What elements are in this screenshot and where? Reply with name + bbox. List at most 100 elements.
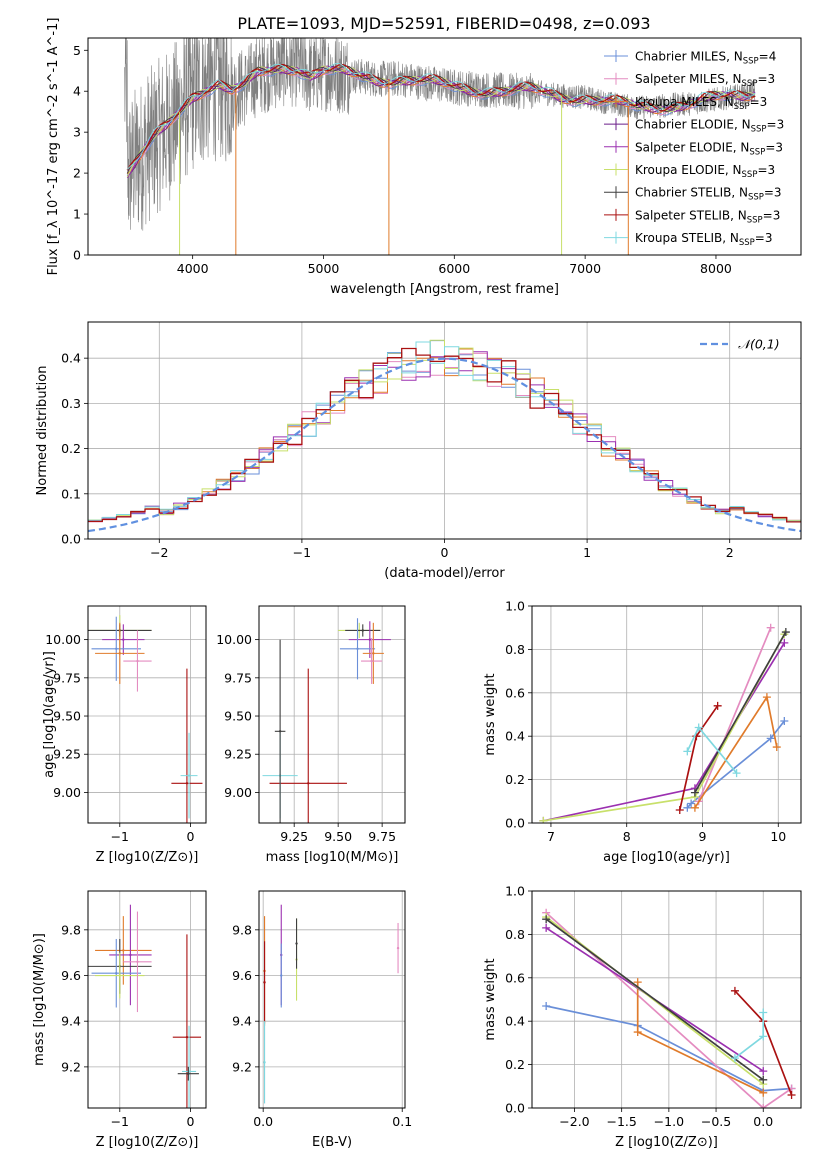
y-tick-label: 9.8 — [232, 922, 252, 937]
legend-label-sub: SSP — [751, 125, 767, 135]
data-point — [185, 782, 189, 785]
panel-age-vs-mass: 9.25 9.50 9.75 9.00 9.25 9.50 9.75 10.00 mass [l… — [216, 605, 406, 865]
data-point — [368, 638, 372, 641]
x-tick-label: −1 — [111, 1114, 129, 1129]
legend-label: Salpeter MILES, NSSP=3 — [635, 72, 775, 89]
x-axis-label: Z [log10(Z/Z⊙)] — [615, 1135, 718, 1150]
legend-label-sub: SSP — [742, 79, 758, 89]
x-tick-label: −2 — [150, 545, 168, 560]
x-tick-label: 1 — [583, 545, 591, 560]
series-marker — [542, 915, 551, 924]
series-marker — [690, 803, 699, 812]
data-point — [122, 638, 125, 641]
x-tick-label: −2.0 — [559, 1114, 589, 1129]
y-axis-label: mass weight — [483, 958, 498, 1040]
series-marker — [542, 1002, 551, 1011]
y-tick-label: 9.2 — [232, 1059, 252, 1074]
x-tick-label: 5000 — [308, 261, 340, 276]
x-axis-label: wavelength [Angstrom, rest frame] — [330, 282, 559, 297]
legend-label-sub: SSP — [749, 147, 765, 157]
y-axis-label: Flux [f_λ 10^-17 erg cm^-2 s^-1 A^-1] — [46, 18, 61, 276]
series-marker — [762, 693, 771, 702]
legend-label-base: Chabrier ELODIE, N — [635, 118, 751, 132]
data-point — [361, 629, 364, 632]
legend-label-tail: =3 — [757, 72, 775, 86]
plot-area — [532, 891, 801, 1108]
y-tick-label: 0.2 — [505, 772, 525, 787]
data-point — [396, 946, 400, 950]
normal-curve — [88, 357, 801, 533]
y-tick-label: 0.2 — [505, 1057, 525, 1072]
legend-label-tail: =3 — [755, 231, 773, 245]
y-tick-label: 2 — [73, 166, 81, 181]
data-point — [122, 949, 125, 952]
series-marker — [633, 978, 642, 987]
axes-frame — [258, 890, 406, 1109]
data-point — [115, 972, 118, 975]
y-tick-label: 9.4 — [61, 1014, 81, 1029]
data-point — [307, 782, 310, 785]
y-axis-label: mass [log10(M/M⊙)] — [32, 933, 47, 1066]
legend-label: Chabrier ELODIE, NSSP=3 — [635, 118, 784, 135]
axes-frame — [258, 605, 406, 824]
x-tick-label: 9 — [699, 829, 707, 844]
series-marker — [781, 628, 790, 637]
y-tick-label: 9.6 — [61, 968, 81, 983]
axes-frame — [87, 605, 207, 824]
model-spectrum-line — [126, 62, 756, 170]
data-point — [372, 652, 375, 655]
data-point — [118, 652, 121, 655]
axes-frame — [87, 890, 207, 1109]
legend-label-base: Kroupa STELIB, N — [635, 231, 739, 245]
x-tick-label: 10 — [770, 829, 786, 844]
series-line — [543, 642, 786, 822]
series-marker — [759, 1088, 768, 1097]
axes-frame — [531, 605, 802, 824]
series-marker — [683, 747, 692, 756]
legend-label-sub: SSP — [748, 193, 764, 203]
panel-residuals: −2 −1 0 1 2 0.0 0.1 0.2 0.3 0.4 (data-model)/error… — [35, 321, 802, 581]
series-line — [545, 918, 764, 1081]
series-line — [734, 1012, 765, 1059]
x-tick-label: 9.75 — [368, 829, 396, 844]
x-tick-label: −1.0 — [654, 1114, 684, 1129]
x-tick-label: 8000 — [700, 261, 732, 276]
y-tick-label: 9.25 — [224, 747, 252, 762]
model-spectrum-line — [126, 66, 756, 175]
y-tick-label: 0.0 — [505, 816, 525, 831]
y-axis-label: age [log10(age/yr)] — [42, 651, 57, 778]
series-marker — [759, 1075, 768, 1084]
legend-label-sub: SSP — [734, 102, 750, 112]
x-tick-label: 2 — [726, 545, 734, 560]
series-marker — [759, 1104, 768, 1108]
x-axis-label: Z [log10(Z/Z⊙)] — [96, 1135, 199, 1150]
legend-label-tail: =3 — [767, 118, 785, 132]
x-tick-label: −1 — [111, 829, 129, 844]
y-tick-label: 5 — [73, 43, 81, 58]
y-tick-label: 9.00 — [224, 785, 252, 800]
series-marker — [787, 1090, 796, 1099]
y-tick-label: 10.00 — [216, 632, 252, 647]
series-line — [686, 720, 785, 809]
y-tick-label: 1 — [73, 207, 81, 222]
series-marker — [759, 1008, 768, 1017]
x-tick-label: 9.25 — [280, 829, 308, 844]
legend-label-base: Chabrier MILES, N — [635, 50, 743, 64]
series-line — [636, 982, 764, 1094]
x-tick-label: 0.1 — [392, 1114, 412, 1129]
y-tick-label: 0.4 — [505, 729, 525, 744]
axes-frame — [87, 321, 802, 540]
legend-label-tail: =4 — [759, 50, 777, 64]
x-tick-label: 0.0 — [753, 1114, 773, 1129]
plot-area — [124, 38, 756, 255]
data-point — [187, 1072, 190, 1075]
data-point — [118, 974, 121, 977]
legend-label-tail: =3 — [750, 95, 768, 109]
x-axis-label: mass [log10(M/M⊙)] — [266, 850, 399, 865]
x-tick-label: 7000 — [569, 261, 601, 276]
legend-label: Chabrier STELIB, NSSP=3 — [635, 186, 782, 203]
legend-label-sub: SSP — [739, 238, 755, 248]
data-point — [129, 953, 132, 957]
observed-spectrum-line — [124, 38, 756, 231]
